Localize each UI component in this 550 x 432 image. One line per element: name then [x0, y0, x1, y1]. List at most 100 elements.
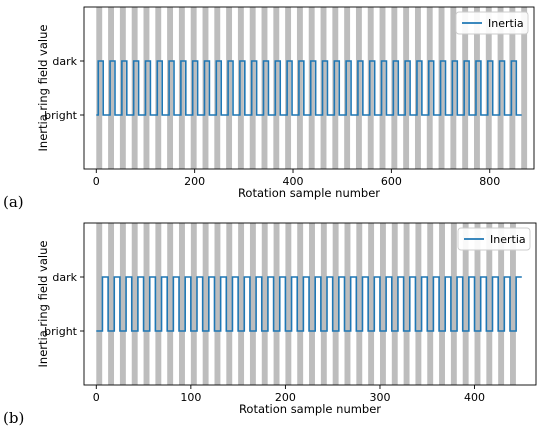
legend: Inertia — [455, 11, 529, 35]
shaded-band — [368, 223, 375, 385]
shaded-band — [414, 7, 421, 169]
shaded-band — [379, 223, 386, 385]
shaded-band — [237, 7, 244, 169]
shaded-band — [355, 7, 362, 169]
shaded-band — [178, 7, 185, 169]
shaded-band — [486, 223, 493, 385]
plot-area — [96, 223, 522, 385]
series-line-inertia — [96, 276, 522, 332]
x-axis-label: Rotation sample number — [239, 402, 381, 416]
shaded-band — [190, 7, 197, 169]
shaded-band — [285, 223, 292, 385]
shaded-band — [509, 7, 516, 169]
shaded-band — [344, 7, 351, 169]
x-tick-label: 400 — [464, 391, 485, 404]
shaded-band — [155, 223, 162, 385]
shaded-band — [320, 7, 327, 169]
shaded-band — [439, 223, 445, 385]
shaded-band — [179, 223, 185, 385]
x-tick-label: 800 — [479, 175, 500, 188]
legend-box — [455, 11, 529, 35]
shaded-band — [190, 223, 197, 385]
shaded-band — [379, 7, 386, 169]
chart-panel-1: 0 200 400 600 800 bright dark Rotation sample n… — [3, 6, 535, 211]
shaded-band — [273, 7, 280, 169]
shaded-band — [108, 223, 115, 385]
shaded-band — [297, 223, 304, 385]
x-axis-label: Rotation sample number — [238, 186, 380, 200]
shaded-band — [367, 7, 374, 169]
shaded-band — [226, 223, 233, 385]
shaded-band — [202, 7, 209, 169]
shaded-band — [474, 7, 480, 169]
x-tick-label: 600 — [381, 175, 402, 188]
shaded-band — [485, 7, 492, 169]
shaded-band — [261, 223, 268, 385]
x-tick-label: 400 — [283, 175, 304, 188]
shaded-band — [155, 7, 162, 169]
shaded-band — [391, 223, 398, 385]
shaded-band — [249, 223, 256, 385]
legend-box — [457, 227, 531, 251]
shaded-band — [320, 223, 327, 385]
shaded-band — [450, 7, 457, 169]
panel-label: (a) — [3, 193, 24, 211]
shaded-band — [108, 7, 114, 169]
shaded-band — [131, 223, 138, 385]
shaded-band — [403, 7, 410, 169]
shaded-band — [143, 223, 150, 385]
shaded-band — [296, 7, 303, 169]
legend-entry: Inertia — [490, 233, 526, 246]
shaded-band — [426, 7, 433, 169]
y-axis-label: Inertia ring field value — [36, 25, 50, 152]
shaded-band — [356, 223, 363, 385]
shaded-band — [462, 223, 469, 385]
shaded-band — [238, 223, 245, 385]
x-tick-label: 0 — [93, 175, 100, 188]
shaded-band — [521, 7, 528, 169]
shaded-band — [202, 223, 209, 385]
y-tick-label: dark — [52, 271, 77, 284]
shaded-band — [391, 7, 398, 169]
shaded-band — [143, 7, 150, 169]
shaded-band — [450, 223, 457, 385]
legend-entry: Inertia — [488, 17, 524, 30]
y-tick-label: bright — [44, 325, 78, 338]
shaded-band — [261, 7, 268, 169]
shaded-band — [167, 223, 174, 385]
shaded-band — [119, 7, 126, 169]
shaded-band — [438, 7, 445, 169]
shaded-band — [249, 7, 256, 169]
x-tick-label: 300 — [369, 391, 390, 404]
panel-label: (b) — [3, 409, 24, 427]
shaded-band — [498, 223, 505, 385]
axes-frame — [83, 222, 537, 386]
shaded-band — [226, 7, 233, 169]
shaded-band — [285, 7, 292, 169]
shaded-band — [462, 7, 469, 169]
axes-frame — [83, 6, 535, 170]
shaded-band — [497, 7, 504, 169]
shaded-band — [332, 223, 339, 385]
shaded-band — [167, 7, 174, 169]
shaded-band — [309, 223, 315, 385]
shaded-band — [403, 223, 410, 385]
legend: Inertia — [457, 227, 531, 251]
shaded-band — [509, 223, 516, 385]
shaded-band — [474, 223, 481, 385]
shaded-band — [427, 223, 434, 385]
shaded-band — [332, 7, 339, 169]
shaded-band — [415, 223, 422, 385]
x-tick-label: 100 — [180, 391, 201, 404]
chart-panel-2: 0 100 200 300 400 bright dark Rotation sample n… — [3, 222, 537, 427]
shaded-band — [308, 7, 315, 169]
shaded-band — [96, 223, 103, 385]
shaded-band — [273, 223, 280, 385]
shaded-band — [344, 223, 351, 385]
y-tick-label: bright — [44, 109, 78, 122]
shaded-band — [119, 223, 126, 385]
y-axis-label: Inertia ring field value — [36, 241, 50, 368]
shaded-band — [131, 7, 138, 169]
x-tick-label: 200 — [184, 175, 205, 188]
